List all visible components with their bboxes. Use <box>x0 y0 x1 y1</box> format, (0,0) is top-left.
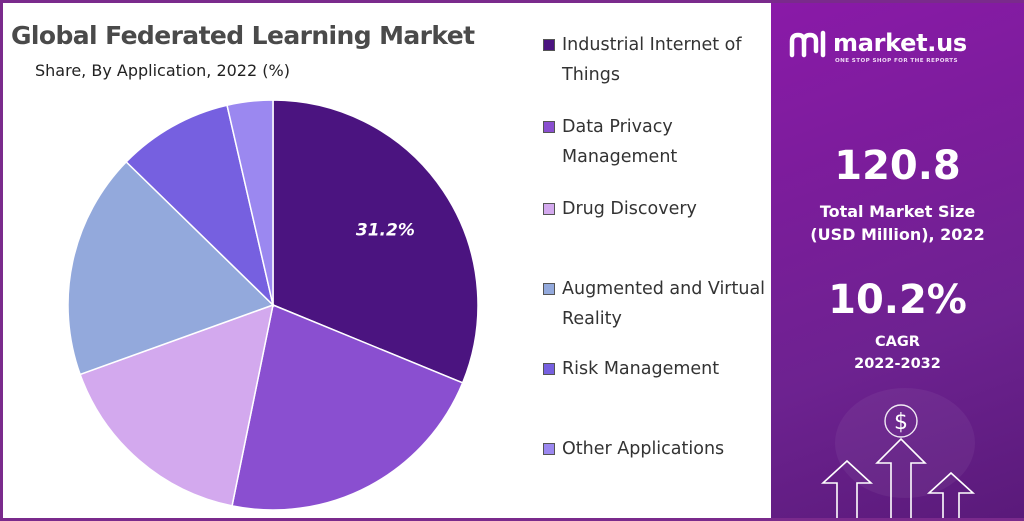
pie-slice-0 <box>272 99 479 384</box>
market-us-logo-icon <box>789 30 826 58</box>
pie-data-label-0: 31.2% <box>356 221 415 241</box>
pie-slice-2 <box>79 303 275 507</box>
legend-item-1: Data Privacy Management <box>543 115 768 172</box>
legend-swatch-5 <box>543 443 555 455</box>
pie-chart: 31.2% <box>67 99 479 511</box>
legend-item-5: Other Applications <box>543 437 724 464</box>
arrow-up-icon-center <box>875 437 927 518</box>
legend-label-1: Data Privacy Management <box>562 117 678 167</box>
pie-slice-1 <box>231 303 464 511</box>
chart-title: Global Federated Learning Market <box>11 21 475 50</box>
arrow-up-icon-right <box>926 471 976 518</box>
pie-slice-5 <box>226 99 274 306</box>
summary-panel: market.us ONE STOP SHOP FOR THE REPORTS … <box>771 3 1024 518</box>
brand-name: market.us <box>833 29 967 57</box>
arrow-up-icon-left <box>820 459 874 518</box>
legend-item-2: Drug Discovery <box>543 197 697 224</box>
market-size-label-line2: (USD Million), 2022 <box>810 225 985 244</box>
cagr-period: 2022-2032 <box>854 356 941 372</box>
chart-panel: Global Federated Learning Market Share, … <box>3 3 771 518</box>
pie-slice-4 <box>125 104 275 308</box>
legend-swatch-2 <box>543 203 555 215</box>
legend-label-5: Other Applications <box>562 439 725 459</box>
legend-swatch-3 <box>543 283 555 295</box>
legend-label-2: Drug Discovery <box>562 199 697 219</box>
cagr-label: CAGR <box>875 334 920 350</box>
legend-label-4: Risk Management <box>562 359 720 379</box>
legend-label-0: Industrial Internet of Things <box>562 35 742 85</box>
market-size-label-line1: Total Market Size <box>819 202 976 221</box>
brand-tagline: ONE STOP SHOP FOR THE REPORTS <box>835 58 958 64</box>
growth-arrows-illustration: $ <box>820 388 976 518</box>
cagr-value: 10.2% <box>828 277 967 323</box>
chart-subtitle: Share, By Application, 2022 (%) <box>35 61 290 80</box>
legend-swatch-0 <box>543 39 555 51</box>
dollar-glyph: $ <box>894 410 908 435</box>
legend-swatch-1 <box>543 121 555 133</box>
pie-slice-3 <box>67 160 275 376</box>
legend-item-3: Augmented and Virtual Reality <box>543 277 768 334</box>
legend-item-4: Risk Management <box>543 357 719 384</box>
brand: market.us ONE STOP SHOP FOR THE REPORTS <box>783 29 1018 69</box>
dollar-coin-icon <box>884 404 918 438</box>
legend-swatch-4 <box>543 363 555 375</box>
legend-item-0: Industrial Internet of Things <box>543 33 768 90</box>
legend-label-3: Augmented and Virtual Reality <box>562 279 766 329</box>
market-size-value: 120.8 <box>834 143 961 189</box>
